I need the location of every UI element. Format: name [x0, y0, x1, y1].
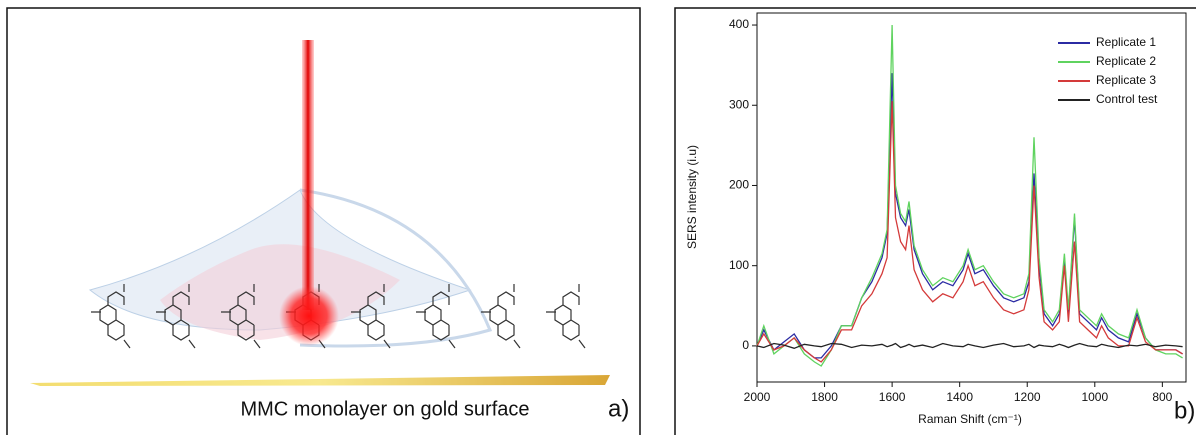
- x-tick-label: 1400: [946, 390, 973, 404]
- y-tick-label: 300: [729, 97, 749, 111]
- legend-label: Replicate 3: [1096, 73, 1156, 87]
- x-tick-label: 800: [1152, 390, 1172, 404]
- legend-label: Replicate 2: [1096, 54, 1156, 68]
- molecules: [91, 283, 586, 349]
- y-tick-label: 100: [729, 258, 749, 272]
- x-tick-label: 1000: [1081, 390, 1108, 404]
- legend-label: Control test: [1096, 92, 1158, 106]
- series-line: [756, 73, 1183, 359]
- caption: MMC monolayer on gold surface: [240, 398, 529, 420]
- legend-label: Replicate 1: [1096, 35, 1156, 49]
- x-tick-label: 2000: [744, 390, 771, 404]
- field-edge: [299, 188, 493, 348]
- panel-label: b): [1174, 397, 1195, 424]
- field-shape: [160, 244, 400, 340]
- laser-spot: [279, 286, 339, 346]
- series-line: [756, 101, 1183, 363]
- y-axis-label: SERS intensity (i.u): [685, 145, 699, 249]
- panel-a-frame: [6, 7, 641, 435]
- x-axis-label: Raman Shift (cm⁻¹): [918, 412, 1022, 426]
- panel-b-frame: [674, 7, 1196, 435]
- plot-frame: [756, 12, 1187, 383]
- x-tick-label: 1200: [1014, 390, 1041, 404]
- y-tick-label: 0: [742, 338, 749, 352]
- x-tick-label: 1800: [811, 390, 838, 404]
- y-tick-label: 400: [729, 17, 749, 31]
- x-tick-label: 1600: [879, 390, 906, 404]
- gold-surface: [30, 375, 610, 386]
- laser-beam: [302, 40, 314, 310]
- y-tick-label: 200: [729, 178, 749, 192]
- series-line: [756, 24, 1183, 367]
- panel-label: a): [608, 395, 629, 422]
- series-line: [756, 342, 1183, 349]
